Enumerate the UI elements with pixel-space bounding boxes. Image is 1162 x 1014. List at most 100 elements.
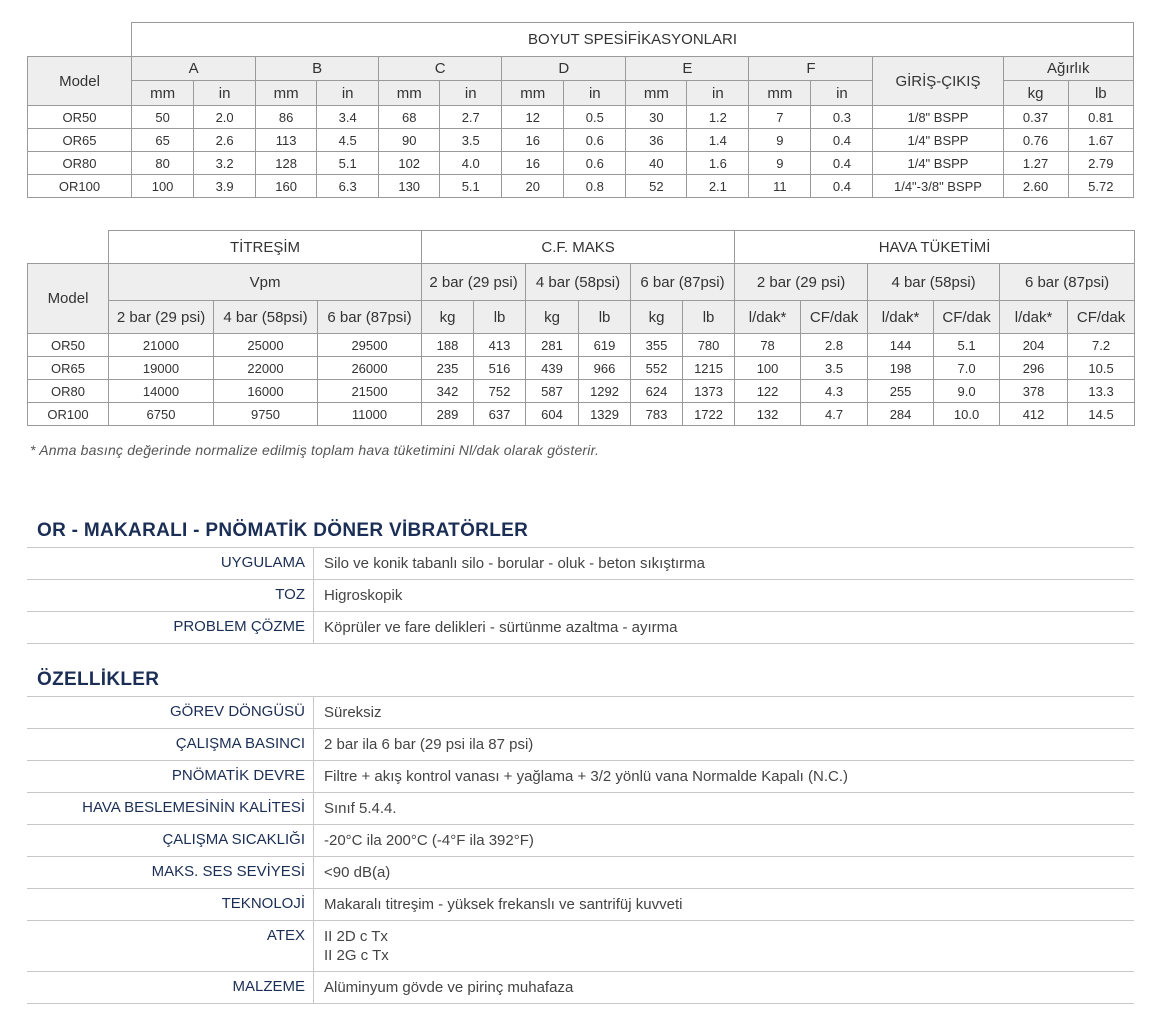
vpm-pressure-2bar: 2 bar (29 psi): [108, 300, 214, 334]
table-cell: 7.0: [933, 356, 1001, 380]
table-cell: 12: [501, 105, 565, 129]
table-cell: 1.2: [686, 105, 750, 129]
model-cell: OR65: [27, 356, 109, 380]
table-cell: 0.37: [1002, 105, 1069, 129]
spec-divider: [313, 612, 314, 643]
table-cell: 102: [378, 151, 441, 175]
dimension-spec-table: BOYUT SPESİFİKASYONLARI Model A B C D E …: [26, 22, 1135, 198]
spec-label: UYGULAMA: [220, 554, 305, 571]
table-row: OR100 6750 9750 11000 289 637 604 1329 783 1722 13…: [27, 402, 1136, 426]
table-cell: 780: [682, 333, 736, 357]
table-row: OR50 50 2.0 86 3.4 68 2.7 12 0.5 30 1.2 7 0.3 1/8" BS…: [26, 105, 1135, 129]
spec-label: TEKNOLOJİ: [221, 895, 305, 912]
table-cell: 5.1: [439, 174, 503, 198]
vpm-header: Vpm: [107, 263, 423, 301]
weight-header: Ağırlık: [1002, 56, 1135, 81]
model-cell: OR100: [27, 402, 109, 426]
unit-mm: mm: [625, 80, 688, 106]
table-row: OR50 21000 25000 29500 188 413 281 619 355 780 78 2…: [27, 333, 1136, 357]
spec-row: GÖREV DÖNGÜSÜ Süreksiz: [27, 696, 1134, 728]
table-cell: 3.5: [439, 128, 503, 152]
table-cell: 113: [255, 128, 318, 152]
table-cell: 19000: [108, 356, 214, 380]
table-cell: 9.0: [933, 379, 1001, 403]
table-cell: 378: [999, 379, 1069, 403]
spec-row: ÇALIŞMA SICAKLIĞI -20°C ila 200°C (-4°F i…: [27, 824, 1134, 856]
table-cell: 26000: [316, 356, 423, 380]
spec-value-line: Filtre + akış kontrol vanası + yağlama +…: [324, 768, 848, 785]
table-cell: 9750: [213, 402, 318, 426]
dim-b-header: B: [255, 56, 380, 81]
unit-in: in: [193, 80, 257, 106]
spec-value: -20°C ila 200°C (-4°F ila 392°F): [314, 825, 1134, 856]
model-cell: OR50: [27, 333, 109, 357]
cf-max-header: C.F. MAKS: [421, 230, 736, 264]
table-cell: 1/8" BSPP: [872, 105, 1004, 129]
spec-value: II 2D c Tx II 2G c Tx: [314, 921, 1134, 971]
table-cell: 11000: [316, 402, 423, 426]
spec-value-line: Sınıf 5.4.4.: [324, 800, 397, 817]
performance-table: TİTREŞİM C.F. MAKS HAVA TÜKETİMİ Model V…: [27, 230, 1136, 426]
table-cell: 160: [255, 174, 318, 198]
table-cell: 4.7: [800, 402, 869, 426]
table-row: OR80 14000 16000 21500 342 752 587 1292 624 1373 1…: [27, 379, 1136, 403]
table-cell: 1/4" BSPP: [872, 151, 1004, 175]
table-cell: 0.3: [810, 105, 874, 129]
table-title: BOYUT SPESİFİKASYONLARI: [131, 22, 1134, 57]
table-cell: 0.4: [810, 128, 874, 152]
model-cell: OR65: [26, 128, 133, 152]
table-cell: 36: [625, 128, 688, 152]
table-cell: 9: [748, 151, 812, 175]
table-cell: 100: [734, 356, 802, 380]
table-cell: 637: [473, 402, 527, 426]
table-cell: 342: [421, 379, 475, 403]
spec-divider: [313, 857, 314, 888]
air-pressure-2bar: 2 bar (29 psi): [734, 263, 869, 301]
table-cell: 10.5: [1067, 356, 1136, 380]
spec-value: Silo ve konik tabanlı silo - borular - o…: [314, 548, 1134, 579]
model-cell: OR100: [26, 174, 133, 198]
table-cell: 22000: [213, 356, 318, 380]
unit-lb: lb: [578, 300, 632, 334]
unit-ldak: l/dak*: [867, 300, 935, 334]
unit-mm: mm: [378, 80, 441, 106]
spec-row: ATEX II 2D c Tx II 2G c Tx: [27, 920, 1134, 971]
table-cell: 3.9: [193, 174, 257, 198]
spec-row: HAVA BESLEMESİNİN KALİTESİ Sınıf 5.4.4.: [27, 792, 1134, 824]
unit-lb: lb: [682, 300, 736, 334]
table-cell: 4.3: [800, 379, 869, 403]
table-cell: 4.5: [316, 128, 380, 152]
spec-value: <90 dB(a): [314, 857, 1134, 888]
cf-pressure-2bar: 2 bar (29 psi): [421, 263, 527, 301]
table-cell: 20: [501, 174, 565, 198]
cf-pressure-4bar: 4 bar (58psi): [525, 263, 632, 301]
unit-ldak: l/dak*: [999, 300, 1069, 334]
spec-value-line: II 2G c Tx: [324, 947, 389, 964]
table-cell: 235: [421, 356, 475, 380]
air-pressure-4bar: 4 bar (58psi): [867, 263, 1001, 301]
spec-label: MAKS. SES SEVİYESİ: [151, 863, 305, 880]
vpm-pressure-4bar: 4 bar (58psi): [213, 300, 318, 334]
unit-cfdak: CF/dak: [800, 300, 869, 334]
model-cell: OR80: [27, 379, 109, 403]
spec-row: MALZEME Alüminyum gövde ve pirinç muhafaz…: [27, 971, 1134, 1004]
spec-row: TOZ Higroskopik: [27, 579, 1134, 611]
dim-e-header: E: [625, 56, 750, 81]
spec-label: HAVA BESLEMESİNİN KALİTESİ: [82, 799, 305, 816]
table-cell: 10.0: [933, 402, 1001, 426]
table-cell: 752: [473, 379, 527, 403]
spec-value-line: Higroskopik: [324, 587, 403, 604]
spec-value-line: Köprüler ve fare delikleri - sürtünme az…: [324, 619, 678, 636]
table-cell: 5.1: [316, 151, 380, 175]
spec-divider: [313, 729, 314, 760]
unit-lb: lb: [473, 300, 527, 334]
model-header: Model: [26, 56, 133, 106]
table-cell: 25000: [213, 333, 318, 357]
unit-mm: mm: [131, 80, 195, 106]
spec-value: Süreksiz: [314, 697, 1134, 728]
table-cell: 29500: [316, 333, 423, 357]
table-cell: 2.6: [193, 128, 257, 152]
dim-f-header: F: [748, 56, 874, 81]
features-spec-list: GÖREV DÖNGÜSÜ Süreksiz ÇALIŞMA BASINCI 2 ba…: [27, 696, 1134, 1004]
spec-label: ATEX: [266, 927, 305, 944]
